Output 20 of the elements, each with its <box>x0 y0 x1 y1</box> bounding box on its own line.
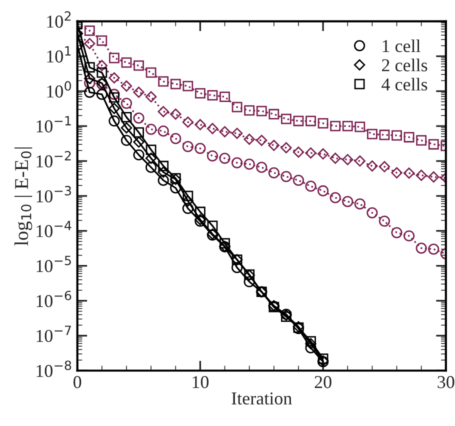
legend-label: 2 cells <box>382 58 428 72</box>
y-tick-label: 10$^{−4}$ <box>36 220 72 238</box>
y-tick-label: 10$^{0}$ <box>47 81 72 98</box>
y-tick-label: 10$^{−6}$ <box>36 290 72 308</box>
x-tick-label: 10 <box>192 376 209 388</box>
y-tick-label: 10$^{−1}$ <box>36 116 71 132</box>
y-tick-label: 10$^{1}$ <box>47 46 71 63</box>
legend-label: 4 cells <box>382 78 428 91</box>
x-tick-label: 30 <box>438 376 454 388</box>
x-tick-label: 20 <box>314 376 332 388</box>
y-axis-title: log$_{10}$ | E-E$_{0}$| <box>14 147 32 246</box>
y-tick-label: 10$^{−7}$ <box>36 326 71 342</box>
y-tick-label: 10$^{2}$ <box>47 11 71 28</box>
x-axis-title: Iteration <box>232 392 292 405</box>
y-tick-label: 10$^{−3}$ <box>36 186 71 202</box>
y-tick-label: 10$^{−2}$ <box>36 150 71 168</box>
x-tick-label: 0 <box>74 376 82 388</box>
y-tick-label: 10$^{−5}$ <box>36 256 71 272</box>
y-tick-label: 10$^{−8}$ <box>36 360 72 378</box>
legend-label: 1 cell <box>382 39 420 52</box>
